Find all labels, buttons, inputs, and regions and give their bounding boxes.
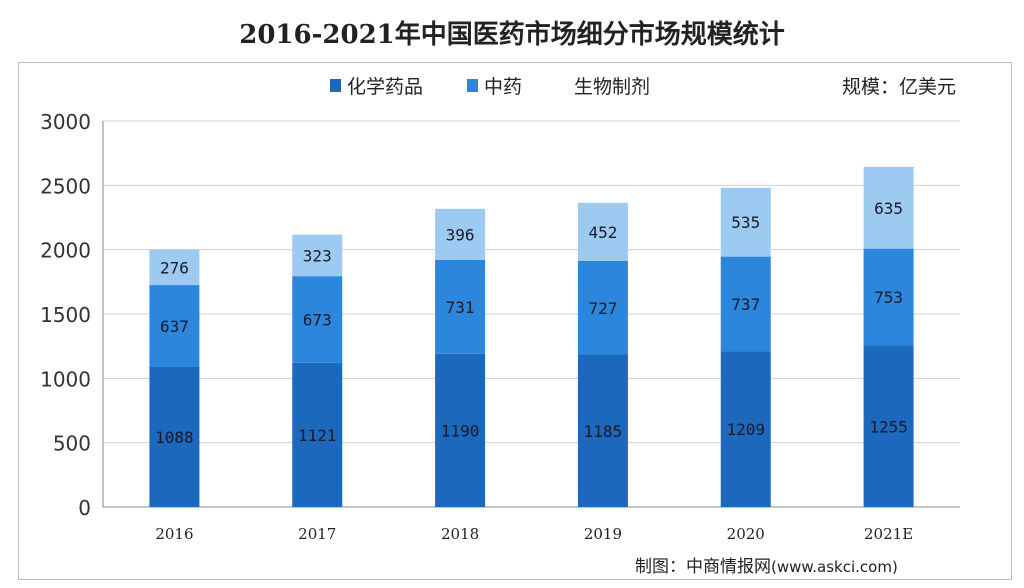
bar-1 bbox=[720, 256, 771, 352]
y-tick-label: 2000 bbox=[40, 239, 91, 263]
bar-0 bbox=[863, 345, 914, 507]
data-label: 731 bbox=[446, 298, 475, 317]
bar-0 bbox=[720, 351, 771, 507]
legend-item-tcm: 中药 bbox=[467, 72, 522, 99]
bar-0 bbox=[435, 353, 486, 507]
data-label: 1088 bbox=[155, 428, 194, 447]
legend-swatch bbox=[330, 79, 341, 92]
source-label: 制图：中商情报网 bbox=[635, 557, 771, 577]
data-label: 396 bbox=[446, 225, 475, 244]
y-tick-label: 2500 bbox=[40, 174, 91, 198]
x-tick-label: 2020 bbox=[727, 525, 765, 543]
legend-item-bio: 生物制剂 bbox=[574, 72, 650, 99]
y-tick-label: 500 bbox=[53, 432, 91, 456]
data-label: 1209 bbox=[726, 420, 765, 439]
data-label: 276 bbox=[160, 258, 189, 277]
bar-1 bbox=[435, 259, 486, 354]
data-label: 727 bbox=[588, 299, 617, 318]
bar-0 bbox=[292, 362, 343, 507]
bar-1 bbox=[577, 260, 628, 355]
data-label: 535 bbox=[731, 213, 760, 232]
legend: 化学药品 中药 生物制剂 bbox=[330, 72, 694, 99]
bar-1 bbox=[292, 276, 343, 363]
data-label: 637 bbox=[160, 317, 189, 336]
data-label: 737 bbox=[731, 295, 760, 314]
y-tick-label: 1000 bbox=[40, 367, 91, 391]
x-tick-label: 2018 bbox=[441, 525, 479, 543]
x-tick-label: 2019 bbox=[584, 525, 622, 543]
data-label: 1121 bbox=[298, 426, 337, 445]
bar-0 bbox=[149, 367, 200, 507]
bar-2 bbox=[292, 234, 343, 277]
chart-title: 2016-2021年中国医药市场细分市场规模统计 bbox=[239, 20, 785, 50]
bar-2 bbox=[720, 187, 771, 257]
data-label: 673 bbox=[303, 310, 332, 329]
data-label: 452 bbox=[588, 223, 617, 242]
data-label: 1185 bbox=[584, 422, 623, 441]
bar-1 bbox=[863, 248, 914, 346]
bar-2 bbox=[577, 202, 628, 261]
bar-0 bbox=[577, 354, 628, 507]
data-label: 323 bbox=[303, 246, 332, 265]
y-tick-label: 0 bbox=[78, 496, 91, 520]
chart-frame bbox=[18, 62, 1012, 580]
data-label: 1255 bbox=[869, 417, 908, 436]
legend-swatch bbox=[467, 79, 479, 92]
source-url: (www.askci.com) bbox=[771, 558, 898, 576]
data-label: 753 bbox=[874, 288, 903, 307]
data-label: 635 bbox=[874, 199, 903, 218]
source-note: 制图：中商情报网(www.askci.com) bbox=[635, 552, 898, 577]
y-tick-label: 3000 bbox=[40, 110, 91, 134]
data-label: 1190 bbox=[441, 421, 480, 440]
bar-2 bbox=[435, 208, 486, 260]
bar-1 bbox=[149, 285, 200, 368]
legend-label: 中药 bbox=[484, 76, 523, 98]
x-tick-label: 2021E bbox=[864, 525, 913, 543]
unit-label: 规模：亿美元 bbox=[842, 76, 957, 98]
bar-2 bbox=[149, 249, 200, 286]
y-tick-label: 1500 bbox=[40, 303, 91, 327]
x-tick-label: 2017 bbox=[298, 525, 336, 543]
legend-label: 生物制剂 bbox=[574, 76, 651, 98]
bar-2 bbox=[863, 166, 914, 249]
legend-item-chemical: 化学药品 bbox=[330, 72, 423, 99]
x-tick-label: 2016 bbox=[155, 525, 193, 543]
legend-label: 化学药品 bbox=[347, 76, 424, 98]
